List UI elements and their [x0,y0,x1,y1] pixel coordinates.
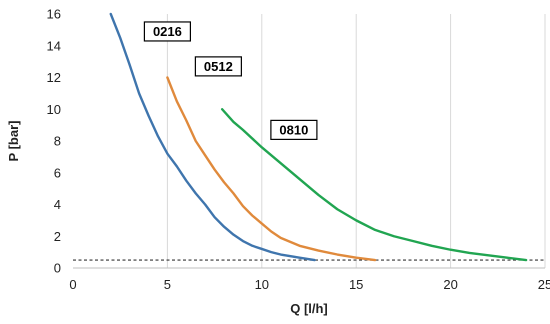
chart-grid [166,14,546,268]
y-tick-label: 0 [54,261,61,276]
y-tick-label: 8 [54,134,61,149]
y-axis-title: P [bar] [6,121,21,162]
curve-label-box [194,56,242,77]
y-tick-label: 16 [47,7,61,22]
curve-labels: 0216 0512 0810 [143,21,318,140]
curve-label-0512: 0512 [204,59,233,74]
curve-label-box [143,21,191,42]
y-tick-label: 6 [54,165,61,180]
x-tick-label: 5 [164,277,171,292]
curve-label-box [270,119,318,140]
curve-label-0216: 0216 [153,24,182,39]
x-tick-label: 0 [69,277,76,292]
x-tick-label: 25 [538,277,550,292]
x-tick-label: 15 [349,277,363,292]
y-tick-label: 4 [54,197,61,212]
series-line-0512 [166,76,377,262]
x-axis-title: Q [l/h] [290,301,328,316]
series-group [109,12,528,262]
y-tick-label: 2 [54,229,61,244]
series-line-0216 [109,12,316,262]
series-line-0810 [220,108,528,262]
x-tick-label: 20 [443,277,457,292]
tick-labels: 0 5 10 15 20 25 0 2 4 6 8 10 12 14 16 [47,7,550,293]
curve-label-0810: 0810 [279,123,308,138]
y-tick-label: 12 [47,70,61,85]
y-tick-label: 10 [47,102,61,117]
y-tick-label: 14 [47,38,61,53]
x-tick-label: 10 [255,277,269,292]
